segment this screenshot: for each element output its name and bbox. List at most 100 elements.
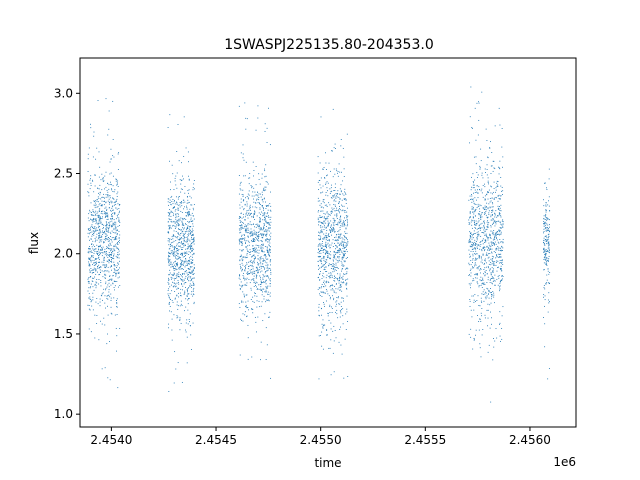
data-point — [247, 273, 249, 275]
data-point — [253, 213, 255, 215]
data-point — [170, 276, 172, 278]
data-point — [100, 222, 102, 223]
data-point — [329, 247, 331, 248]
data-point — [484, 274, 486, 276]
data-point — [480, 218, 482, 220]
data-point — [110, 249, 112, 251]
data-point — [182, 264, 184, 266]
data-point — [187, 202, 189, 204]
data-point — [548, 233, 550, 235]
data-point — [239, 229, 241, 231]
data-point — [98, 257, 100, 258]
data-point — [112, 225, 113, 227]
data-point — [333, 325, 335, 327]
data-point — [109, 254, 111, 256]
data-point — [502, 241, 504, 243]
data-point — [336, 216, 338, 218]
data-point — [261, 233, 263, 235]
data-point — [319, 162, 321, 164]
data-point — [331, 150, 332, 152]
data-point — [468, 283, 470, 285]
data-point — [242, 259, 244, 261]
data-point — [257, 202, 259, 204]
data-point — [471, 176, 472, 178]
data-point — [243, 234, 245, 236]
data-point — [543, 222, 545, 224]
data-point — [326, 252, 328, 254]
data-point — [269, 295, 271, 297]
data-point — [176, 288, 178, 290]
data-point — [253, 217, 254, 218]
data-point — [101, 239, 103, 241]
data-point — [239, 225, 241, 226]
data-point — [325, 182, 327, 184]
data-point — [173, 213, 175, 215]
data-point — [475, 247, 477, 249]
data-point — [490, 214, 492, 216]
data-point — [320, 236, 322, 238]
data-point — [251, 356, 253, 358]
data-point — [330, 184, 332, 186]
data-point — [101, 210, 103, 212]
data-point — [102, 299, 103, 301]
data-point — [88, 265, 90, 267]
data-point — [176, 265, 178, 267]
data-point — [107, 256, 109, 258]
data-point — [98, 176, 100, 178]
data-point — [266, 238, 268, 239]
data-point — [481, 227, 483, 229]
data-point — [116, 183, 118, 185]
data-point — [169, 219, 171, 221]
data-point — [546, 237, 548, 239]
data-point — [491, 243, 493, 245]
data-point — [257, 191, 259, 193]
data-point — [471, 316, 473, 318]
data-point — [486, 287, 488, 289]
data-point — [117, 229, 118, 231]
data-point — [114, 221, 116, 223]
data-point — [99, 194, 101, 196]
data-point — [335, 244, 337, 246]
data-point — [111, 202, 113, 204]
data-point — [475, 273, 477, 275]
data-point — [113, 271, 115, 273]
data-point — [547, 261, 549, 263]
data-point — [118, 257, 120, 259]
data-point — [174, 199, 175, 201]
data-point — [487, 257, 489, 259]
data-point — [176, 172, 178, 174]
data-point — [326, 169, 327, 170]
data-point — [547, 247, 549, 249]
data-point — [183, 235, 185, 237]
data-point — [547, 218, 549, 220]
data-point — [116, 196, 118, 198]
data-point — [495, 210, 497, 212]
data-point — [344, 279, 346, 281]
data-point — [169, 301, 171, 303]
data-point — [327, 254, 329, 256]
data-point — [242, 313, 244, 315]
data-point — [93, 131, 95, 133]
data-point — [499, 256, 500, 258]
data-point — [104, 264, 105, 266]
data-point — [338, 201, 340, 203]
data-point — [92, 286, 94, 288]
data-point — [103, 180, 105, 182]
data-point — [115, 207, 117, 209]
data-point — [190, 272, 192, 273]
data-point — [474, 265, 475, 267]
data-point — [112, 231, 114, 233]
data-point — [103, 257, 105, 259]
data-point — [492, 270, 494, 272]
data-point — [255, 281, 257, 283]
data-point — [256, 267, 258, 269]
data-point — [241, 206, 243, 208]
data-point — [108, 252, 110, 254]
data-point — [96, 244, 98, 246]
data-point — [118, 253, 120, 255]
data-point — [108, 110, 110, 112]
data-point — [267, 253, 269, 255]
data-point — [109, 266, 111, 268]
data-point — [178, 160, 180, 162]
data-point — [255, 234, 257, 235]
